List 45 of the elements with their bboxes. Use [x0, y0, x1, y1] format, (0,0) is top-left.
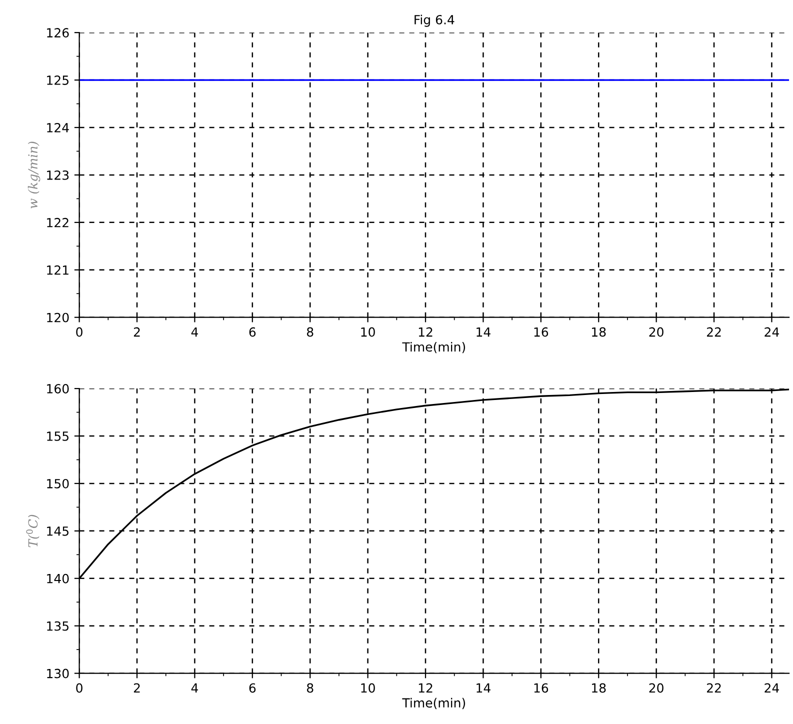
x-tick-label: 16 — [534, 327, 548, 337]
x-tick-label: 2 — [134, 683, 140, 693]
y-axis-title: T($^{0}$C) — [26, 514, 40, 548]
x-tick-label: 22 — [706, 683, 721, 693]
y-tick-label: 124 — [47, 122, 69, 132]
x-tick-label: 8 — [306, 327, 314, 337]
y-tick-label: 125 — [47, 76, 68, 85]
x-tick-label: 20 — [649, 683, 664, 693]
y-tick-label: 135 — [47, 621, 68, 631]
x-tick-label: 0 — [76, 327, 82, 337]
x-tick-label: 6 — [249, 683, 256, 693]
x-axis-title: Time(min) — [402, 698, 466, 710]
x-tick-label: 14 — [476, 683, 490, 693]
x-tick-label: 10 — [361, 683, 375, 693]
x-tick-label: 20 — [649, 327, 664, 337]
y-tick-label: 140 — [47, 574, 69, 584]
y-tick-label: 150 — [47, 478, 69, 488]
y-tick-label: 126 — [47, 28, 69, 38]
x-tick-label: 10 — [361, 327, 375, 337]
y-tick-label: 121 — [47, 265, 68, 275]
y-tick-label: 120 — [47, 312, 69, 322]
x-tick-label: 22 — [706, 327, 721, 337]
y-tick-label: 122 — [47, 218, 68, 228]
x-tick-label: 8 — [306, 683, 314, 693]
x-tick-label: 16 — [534, 683, 548, 693]
y-axis-title: w (kg/min) — [28, 142, 40, 208]
x-tick-label: 14 — [476, 327, 490, 337]
y-tick-label: 130 — [47, 668, 69, 678]
x-tick-label: 24 — [764, 683, 779, 693]
y-tick-label: 123 — [47, 170, 69, 180]
x-tick-label: 0 — [76, 683, 82, 693]
y-tick-label: 155 — [47, 432, 68, 441]
x-tick-label: 4 — [191, 683, 198, 693]
y-tick-label: 160 — [47, 384, 69, 394]
x-tick-label: 24 — [764, 327, 779, 337]
x-tick-label: 4 — [191, 327, 198, 337]
x-tick-label: 12 — [418, 327, 432, 337]
x-tick-label: 2 — [134, 327, 140, 337]
y-tick-label: 145 — [47, 526, 68, 536]
x-axis-title: Time(min) — [402, 342, 466, 354]
x-tick-label: 6 — [249, 327, 256, 337]
x-tick-label: 18 — [592, 327, 606, 337]
chart-title: Fig 6.4 — [414, 14, 454, 27]
x-tick-label: 12 — [418, 683, 432, 693]
x-tick-label: 18 — [592, 683, 606, 693]
